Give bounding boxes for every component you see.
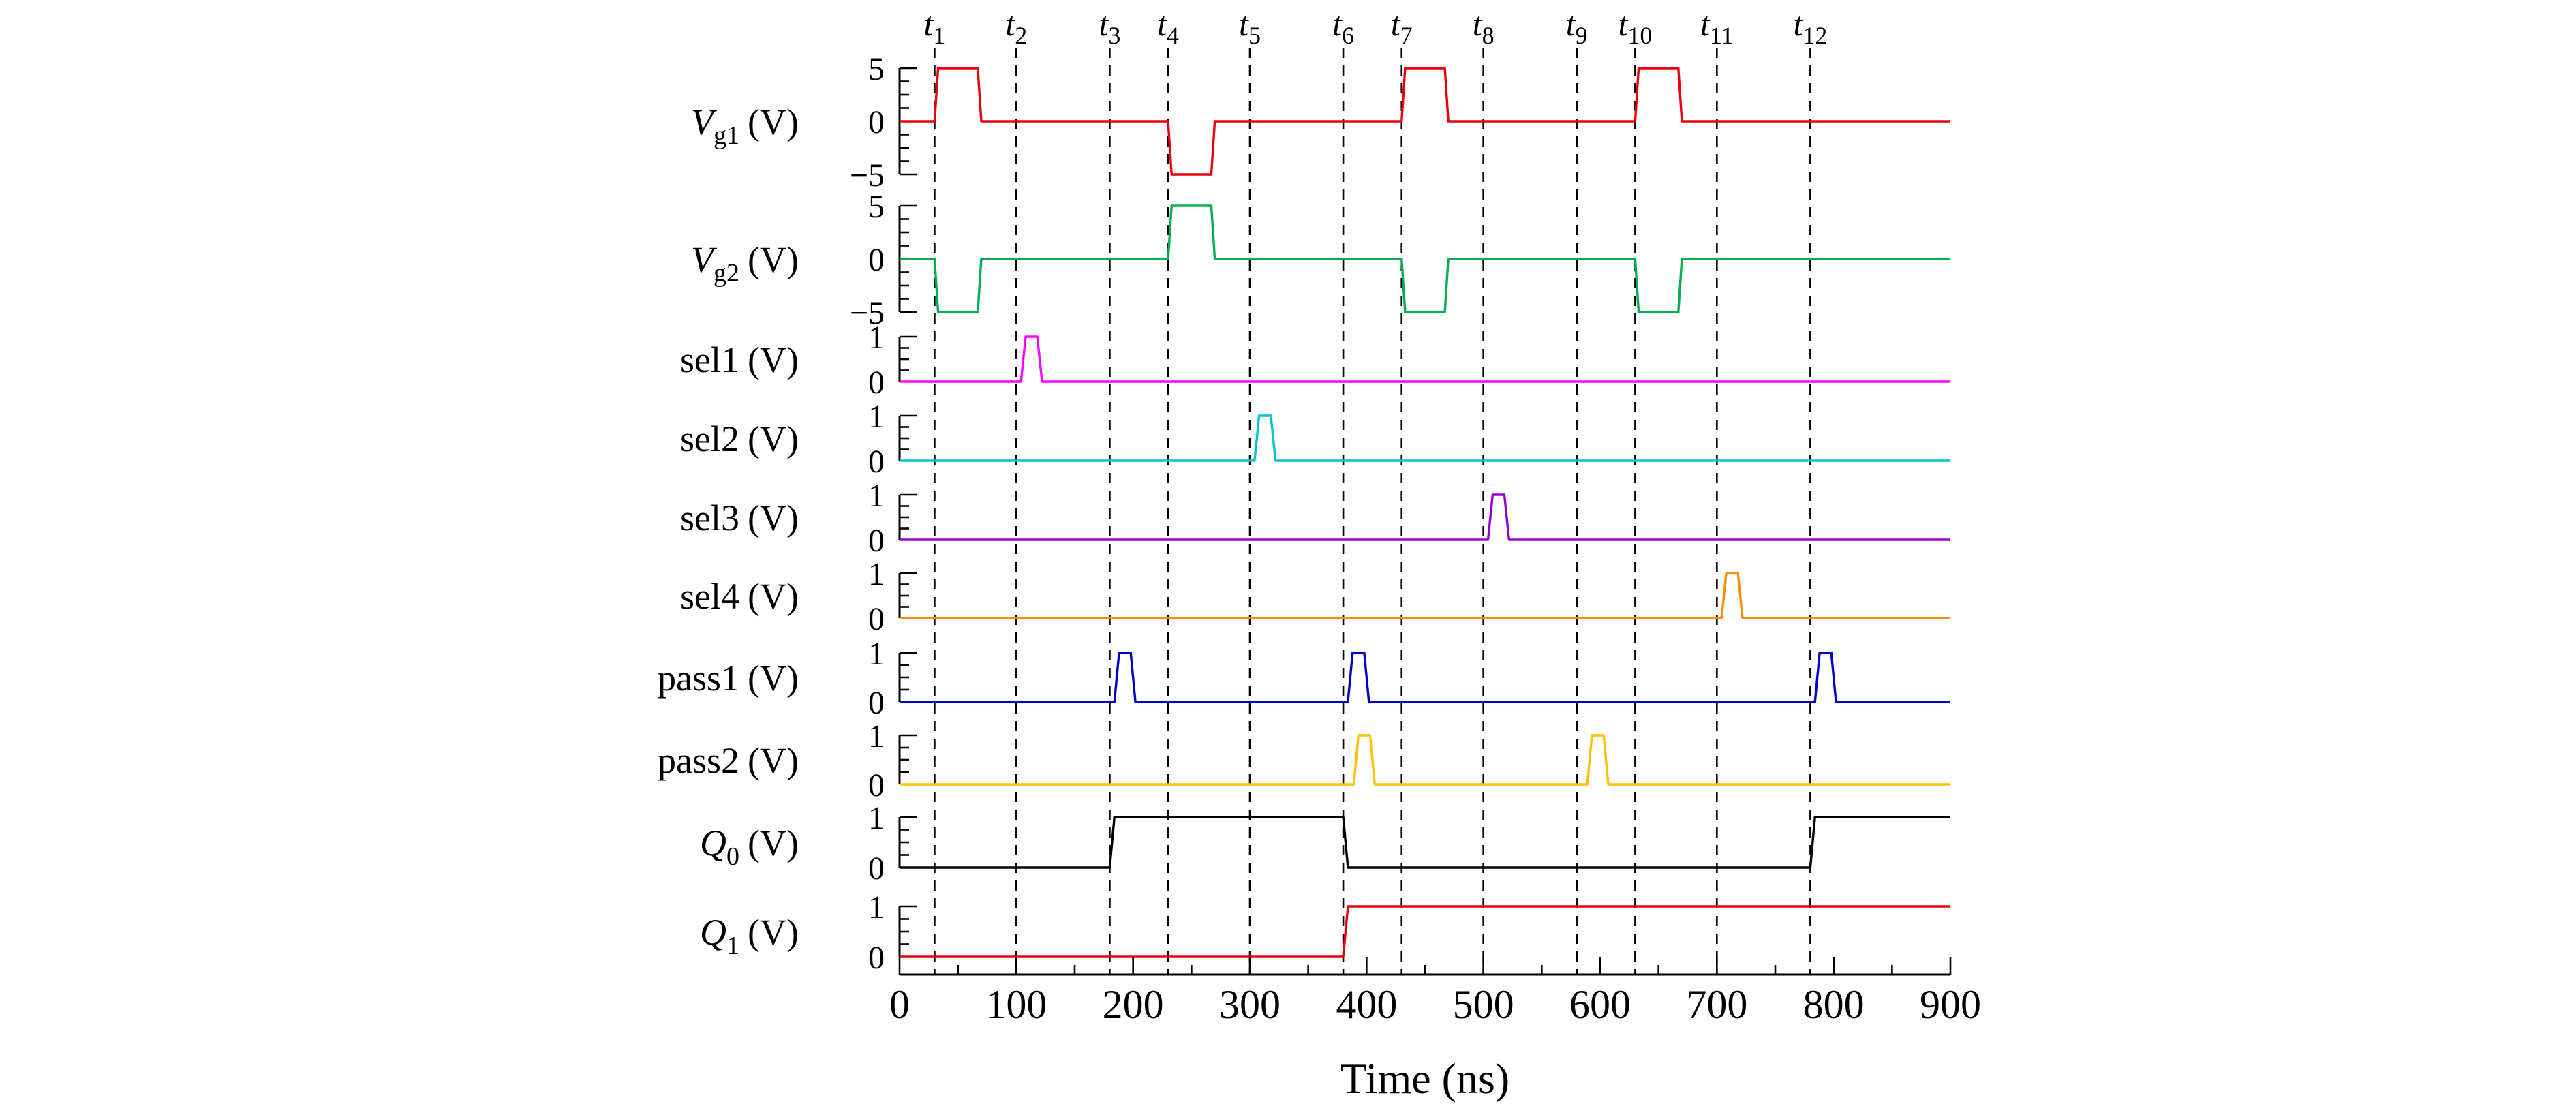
signal-trace-Q0 <box>900 816 1950 869</box>
y-tick-label-sel4-1: 1 <box>868 556 885 592</box>
event-label-t8: t8 <box>1473 5 1494 49</box>
y-tick-label-pass2-1: 1 <box>868 718 885 754</box>
x-tick-label-600: 600 <box>1569 982 1631 1027</box>
signal-trace-sel1 <box>900 335 1950 383</box>
y-tick-label-pass2-0: 0 <box>868 767 885 803</box>
signal-label-Q1: Q1 (V) <box>700 912 799 960</box>
signal-label-sel4: sel4 (V) <box>680 576 799 617</box>
y-tick-label-Vg2-5: 5 <box>868 189 885 225</box>
x-tick-label-700: 700 <box>1686 982 1747 1027</box>
y-tick-label-Vg1-0: 0 <box>868 104 885 140</box>
x-tick-label-400: 400 <box>1336 982 1397 1027</box>
x-tick-label-300: 300 <box>1219 982 1281 1027</box>
event-label-t9: t9 <box>1566 5 1588 49</box>
signal-trace-Vg2 <box>900 204 1950 313</box>
y-tick-label-pass1-1: 1 <box>868 636 885 672</box>
y-tick-label-sel2-1: 1 <box>868 399 885 435</box>
signal-label-Q0: Q0 (V) <box>700 823 799 871</box>
x-tick-label-800: 800 <box>1803 982 1865 1027</box>
signal-trace-sel3 <box>900 493 1950 541</box>
event-label-t1: t1 <box>923 5 945 49</box>
x-tick-label-100: 100 <box>985 982 1047 1027</box>
event-label-t6: t6 <box>1332 5 1354 49</box>
signal-label-sel1: sel1 (V) <box>680 339 799 380</box>
y-tick-label-Q1-1: 1 <box>868 889 885 925</box>
y-tick-label-Q1-0: 0 <box>868 940 885 976</box>
signal-label-pass1: pass1 (V) <box>658 658 799 699</box>
signal-trace-sel4 <box>900 572 1950 619</box>
signal-trace-Q1 <box>900 905 1950 958</box>
event-label-t3: t3 <box>1099 5 1120 49</box>
y-tick-label-Vg2-−5: −5 <box>850 295 885 331</box>
y-tick-label-sel1-0: 0 <box>868 365 885 401</box>
event-label-t12: t12 <box>1793 5 1827 49</box>
x-tick-label-900: 900 <box>1920 982 1981 1027</box>
y-tick-label-sel3-0: 0 <box>868 523 885 559</box>
y-tick-label-sel4-0: 0 <box>868 601 885 637</box>
signal-label-pass2: pass2 (V) <box>658 740 799 781</box>
event-label-t11: t11 <box>1700 5 1734 49</box>
signal-trace-Vg1 <box>900 67 1950 176</box>
y-tick-label-sel2-0: 0 <box>868 444 885 480</box>
y-tick-label-sel3-1: 1 <box>868 478 885 514</box>
signal-label-sel3: sel3 (V) <box>680 497 799 538</box>
signal-label-Vg2: Vg2 (V) <box>691 239 799 288</box>
y-tick-label-Q0-0: 0 <box>868 850 885 887</box>
y-tick-label-pass1-0: 0 <box>868 685 885 721</box>
signal-trace-sel2 <box>900 414 1950 462</box>
y-tick-label-Vg1-5: 5 <box>868 51 885 87</box>
y-tick-label-Vg2-0: 0 <box>868 242 885 278</box>
event-label-t4: t4 <box>1157 5 1179 49</box>
event-label-t5: t5 <box>1239 5 1261 49</box>
signal-trace-pass1 <box>900 652 1950 703</box>
x-tick-label-200: 200 <box>1103 982 1164 1027</box>
y-tick-label-Vg1-−5: −5 <box>850 157 885 194</box>
signal-label-Vg1: Vg1 (V) <box>691 102 799 150</box>
x-tick-label-500: 500 <box>1453 982 1514 1027</box>
y-tick-label-sel1-1: 1 <box>868 320 885 356</box>
signal-label-sel2: sel2 (V) <box>680 418 799 459</box>
event-label-t10: t10 <box>1618 5 1652 49</box>
event-label-t2: t2 <box>1005 5 1027 49</box>
x-tick-label-0: 0 <box>889 982 910 1027</box>
event-label-t7: t7 <box>1391 5 1413 49</box>
x-axis-title: Time (ns) <box>1340 1054 1509 1103</box>
y-tick-label-Q0-1: 1 <box>868 800 885 836</box>
signal-trace-pass2 <box>900 734 1950 786</box>
